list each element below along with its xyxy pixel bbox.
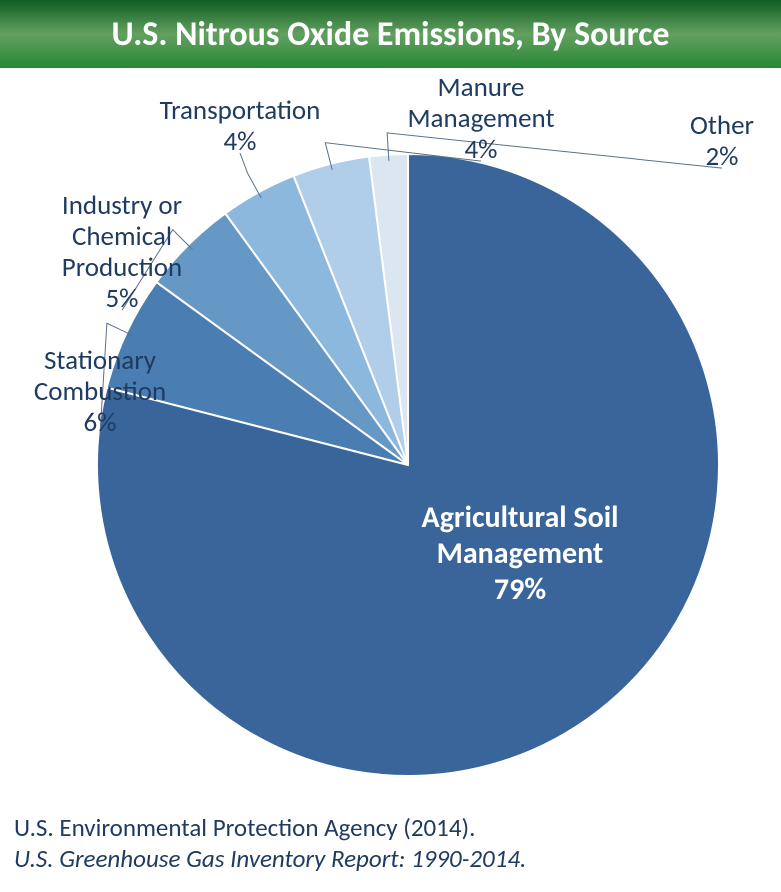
chart-title: U.S. Nitrous Oxide Emissions, By Source [111, 14, 669, 55]
main-slice-label: Agricultural SoilManagement79% [380, 500, 660, 608]
footer-citation: U.S. Environmental Protection Agency (20… [14, 812, 526, 875]
slice-label: Transportation4% [120, 95, 360, 157]
title-bar: U.S. Nitrous Oxide Emissions, By Source [0, 0, 781, 68]
slice-label: ManureManagement4% [376, 72, 586, 165]
chart-area: Other2% ManureManagement4% Transportation4… [0, 68, 781, 808]
leader-line [240, 153, 261, 198]
slice-label: Other2% [672, 110, 772, 172]
footer-line-2: U.S. Greenhouse Gas Inventory Report: 19… [14, 843, 526, 874]
chart-container: U.S. Nitrous Oxide Emissions, By Source … [0, 0, 781, 892]
slice-label: StationaryCombustion6% [0, 345, 200, 438]
slice-label: Industry orChemicalProduction5% [22, 190, 222, 314]
footer-line-1: U.S. Environmental Protection Agency (20… [14, 812, 526, 843]
